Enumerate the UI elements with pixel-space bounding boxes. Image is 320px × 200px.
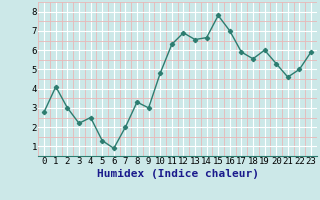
X-axis label: Humidex (Indice chaleur): Humidex (Indice chaleur)	[97, 169, 259, 179]
